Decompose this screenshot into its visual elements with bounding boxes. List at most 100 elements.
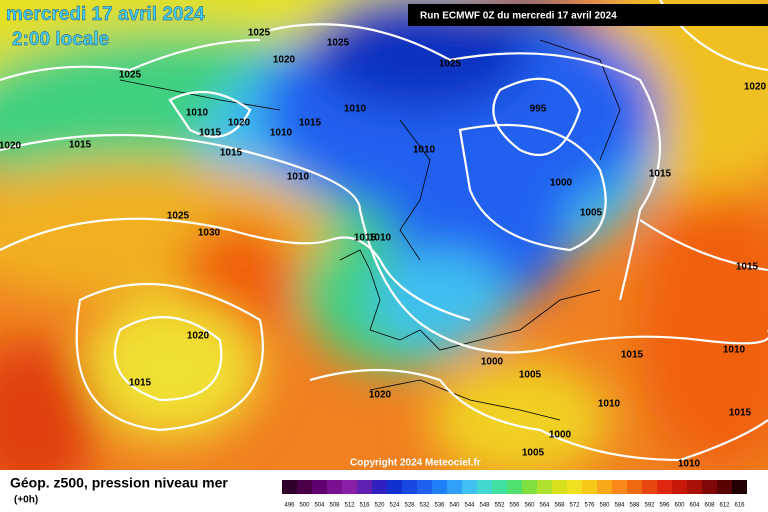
colorbar-label: 556 (509, 503, 520, 509)
colorbar-label: 592 (644, 503, 655, 509)
isobar-label: 1025 (119, 70, 142, 81)
isobar-label: 1015 (649, 169, 672, 180)
colorbar-label: 540 (449, 503, 460, 509)
isobar-label: 1010 (678, 459, 701, 470)
isobar-label: 1000 (550, 178, 573, 189)
colorbar-swatch (597, 480, 612, 494)
colorbar-label: 524 (389, 503, 400, 509)
colorbar-swatch (717, 480, 732, 494)
colorbar-swatch (492, 480, 507, 494)
copyright: Copyright 2024 Meteociel.fr (350, 458, 481, 469)
footer-lead: (+0h) (14, 495, 38, 506)
colorbar-label: 516 (359, 503, 370, 509)
colorbar-label: 580 (599, 503, 610, 509)
isobar-label: 1005 (519, 370, 542, 381)
isobar-label: 1015 (129, 378, 152, 389)
isobar-label: 1015 (354, 233, 377, 244)
isobar-label: 1020 (0, 141, 22, 152)
colorbar-label: 528 (404, 503, 415, 509)
isobar-label: 1015 (736, 262, 759, 273)
isobar-label: 1025 (439, 59, 462, 70)
colorbar-label: 536 (434, 503, 445, 509)
colorbar: 496 500 504 508 512 516 520 524 528 532 536 540 544 5… (282, 480, 747, 509)
isobar-label: 1015 (299, 118, 322, 129)
colorbar-swatch (342, 480, 357, 494)
isobar-label: 1000 (549, 430, 572, 441)
isobar-label: 1020 (228, 118, 251, 129)
colorbar-swatch (627, 480, 642, 494)
isobar-label: 1020 (187, 331, 210, 342)
colorbar-label: 596 (659, 503, 670, 509)
colorbar-swatch (612, 480, 627, 494)
colorbar-swatch (297, 480, 312, 494)
colorbar-swatch (567, 480, 582, 494)
colorbar-label: 588 (629, 503, 640, 509)
isobar-label: 1010 (723, 345, 746, 356)
isobar-label: 1010 (186, 108, 209, 119)
colorbar-label: 520 (374, 503, 385, 509)
colorbar-label: 548 (479, 503, 490, 509)
colorbar-swatch (402, 480, 417, 494)
isobar-label: 1015 (220, 148, 243, 159)
colorbar-label: 560 (524, 503, 535, 509)
isobar-label: 1015 (199, 128, 222, 139)
colorbar-swatch (702, 480, 717, 494)
isobar-label: 1015 (729, 408, 752, 419)
colorbar-label: 604 (689, 503, 700, 509)
isobar-label: 995 (530, 104, 547, 115)
isobar-label: 1010 (413, 145, 436, 156)
colorbar-swatch (477, 480, 492, 494)
colorbar-label: 500 (299, 503, 310, 509)
isobar-label: 1010 (270, 128, 293, 139)
time-label: 2:00 locale (12, 29, 109, 50)
colorbar-swatch (537, 480, 552, 494)
colorbar-label: 584 (614, 503, 625, 509)
colorbar-label: 600 (674, 503, 685, 509)
colorbar-label: 504 (314, 503, 325, 509)
colorbar-swatch (327, 480, 342, 494)
colorbar-swatch (552, 480, 567, 494)
colorbar-swatch (732, 480, 747, 494)
colorbar-swatch (372, 480, 387, 494)
colorbar-label: 512 (344, 503, 355, 509)
colorbar-label: 572 (569, 503, 580, 509)
colorbar-swatch (657, 480, 672, 494)
isobar-label: 1005 (522, 448, 545, 459)
map-field: 1025 1025 1025 1020 1025 1010 1010 995 1020 1015 1… (0, 0, 768, 470)
colorbar-swatch (507, 480, 522, 494)
colorbar-swatch (432, 480, 447, 494)
isobar-label: 1020 (744, 82, 767, 93)
footer-title: Géop. z500, pression niveau mer (10, 475, 228, 491)
colorbar-swatch (312, 480, 327, 494)
colorbar-swatch (462, 480, 477, 494)
colorbar-label: 608 (704, 503, 715, 509)
colorbar-label: 544 (464, 503, 475, 509)
isobar-labels: 1025 1025 1025 1020 1025 1010 1010 995 1020 1015 1… (0, 28, 767, 470)
colorbar-label: 532 (419, 503, 430, 509)
isobar-label: 1030 (198, 228, 221, 239)
isobar-label: 1020 (273, 55, 296, 66)
colorbar-label: 612 (719, 503, 730, 509)
date-label: mercredi 17 avril 2024 (6, 4, 205, 25)
isobar-label: 1010 (344, 104, 367, 115)
colorbar-swatch (687, 480, 702, 494)
colorbar-label: 552 (494, 503, 505, 509)
colorbar-swatch (357, 480, 372, 494)
colorbar-swatch (642, 480, 657, 494)
isobar-label: 1010 (287, 172, 310, 183)
isobar-label: 1010 (598, 399, 621, 410)
colorbar-swatch (447, 480, 462, 494)
isobar-label: 1025 (248, 28, 271, 39)
isobar-label: 1015 (69, 140, 92, 151)
colorbar-swatch (417, 480, 432, 494)
isobar-label: 1015 (621, 350, 644, 361)
colorbar-swatch (282, 480, 297, 494)
isobar-label: 1005 (580, 208, 603, 219)
isobar-label: 1025 (327, 38, 350, 49)
colorbar-label: 616 (734, 503, 745, 509)
colorbar-label: 508 (329, 503, 340, 509)
isobar-label: 1025 (167, 211, 190, 222)
colorbar-swatch (387, 480, 402, 494)
isobar-label: 1020 (369, 390, 392, 401)
